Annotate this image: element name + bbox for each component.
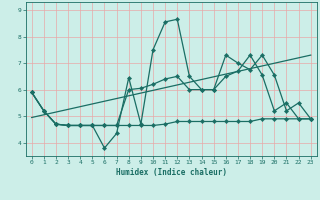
X-axis label: Humidex (Indice chaleur): Humidex (Indice chaleur)	[116, 168, 227, 177]
